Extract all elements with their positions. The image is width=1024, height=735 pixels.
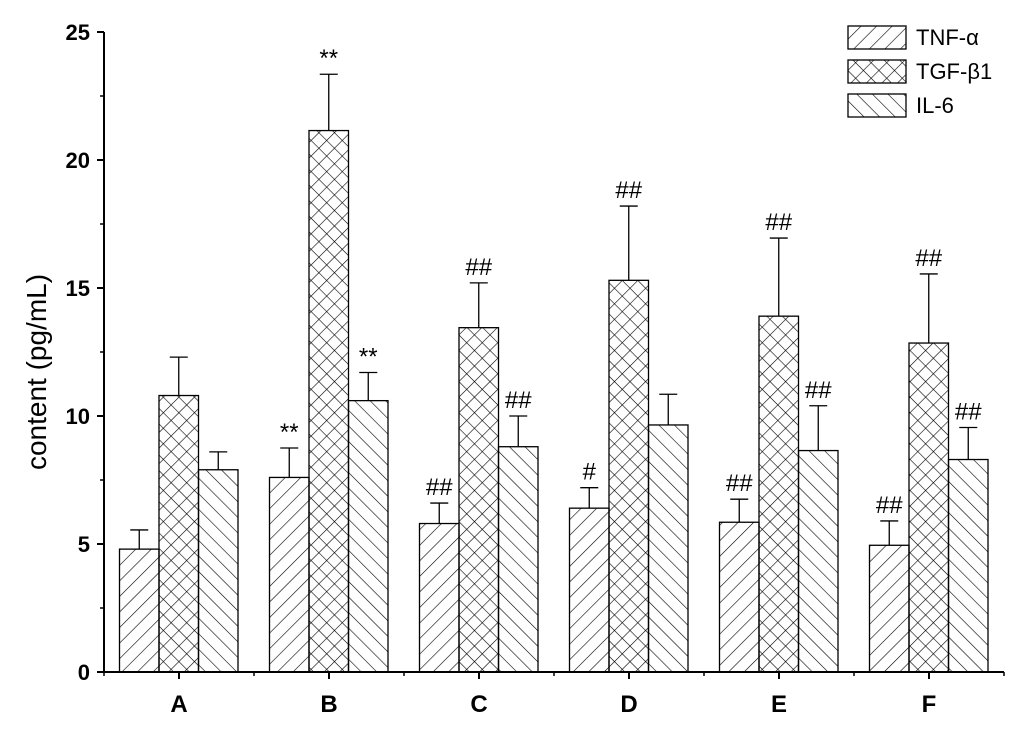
bar <box>758 315 800 673</box>
significance-label: ## <box>805 377 832 404</box>
significance-label: ## <box>426 474 453 501</box>
x-tick-label: D <box>620 691 637 718</box>
y-tick-label: 0 <box>78 660 90 685</box>
bar <box>347 399 389 673</box>
y-tick-label: 20 <box>66 148 90 173</box>
legend-swatch <box>847 59 907 84</box>
legend-swatch <box>847 93 907 118</box>
bar <box>418 522 460 673</box>
x-tick-label: F <box>922 691 937 718</box>
bar <box>308 129 350 673</box>
significance-label: ## <box>876 492 903 519</box>
legend-label: TNF-α <box>916 25 979 50</box>
significance-label: ## <box>726 470 753 497</box>
bar <box>158 394 200 673</box>
significance-label: ## <box>765 209 792 236</box>
y-tick-label: 15 <box>66 276 90 301</box>
significance-label: ## <box>505 387 532 414</box>
bar <box>197 469 239 673</box>
x-tick-label: C <box>470 691 487 718</box>
significance-label: # <box>583 459 597 486</box>
significance-label: ** <box>319 45 338 72</box>
bar <box>947 458 989 673</box>
bar <box>497 446 539 673</box>
bar <box>647 424 689 673</box>
y-tick-label: 5 <box>78 532 90 557</box>
legend: TNF-α TGF-β1 IL-6 <box>847 25 992 118</box>
x-tick-label: E <box>771 691 787 718</box>
bar <box>118 548 160 673</box>
bar <box>268 476 310 673</box>
bar <box>868 544 910 673</box>
significance-label: ## <box>915 245 942 272</box>
bar <box>458 327 500 673</box>
significance-label: ** <box>280 419 299 446</box>
y-axis-title: content (pg/mL) <box>21 274 52 470</box>
bar <box>718 521 760 673</box>
bar <box>608 279 650 673</box>
significance-label: ## <box>465 254 492 281</box>
legend-label: TGF-β1 <box>916 59 992 84</box>
x-tick-label: A <box>170 691 187 718</box>
significance-label: ## <box>615 177 642 204</box>
legend-swatch <box>847 25 907 50</box>
y-tick-label: 10 <box>66 404 90 429</box>
significance-label: ** <box>359 343 378 370</box>
x-tick-label: B <box>320 691 337 718</box>
significance-label: ## <box>955 399 982 426</box>
legend-label: IL-6 <box>916 93 954 118</box>
bar <box>908 342 950 673</box>
bar <box>797 449 839 673</box>
bar <box>568 507 610 673</box>
y-tick-label: 25 <box>66 20 90 45</box>
